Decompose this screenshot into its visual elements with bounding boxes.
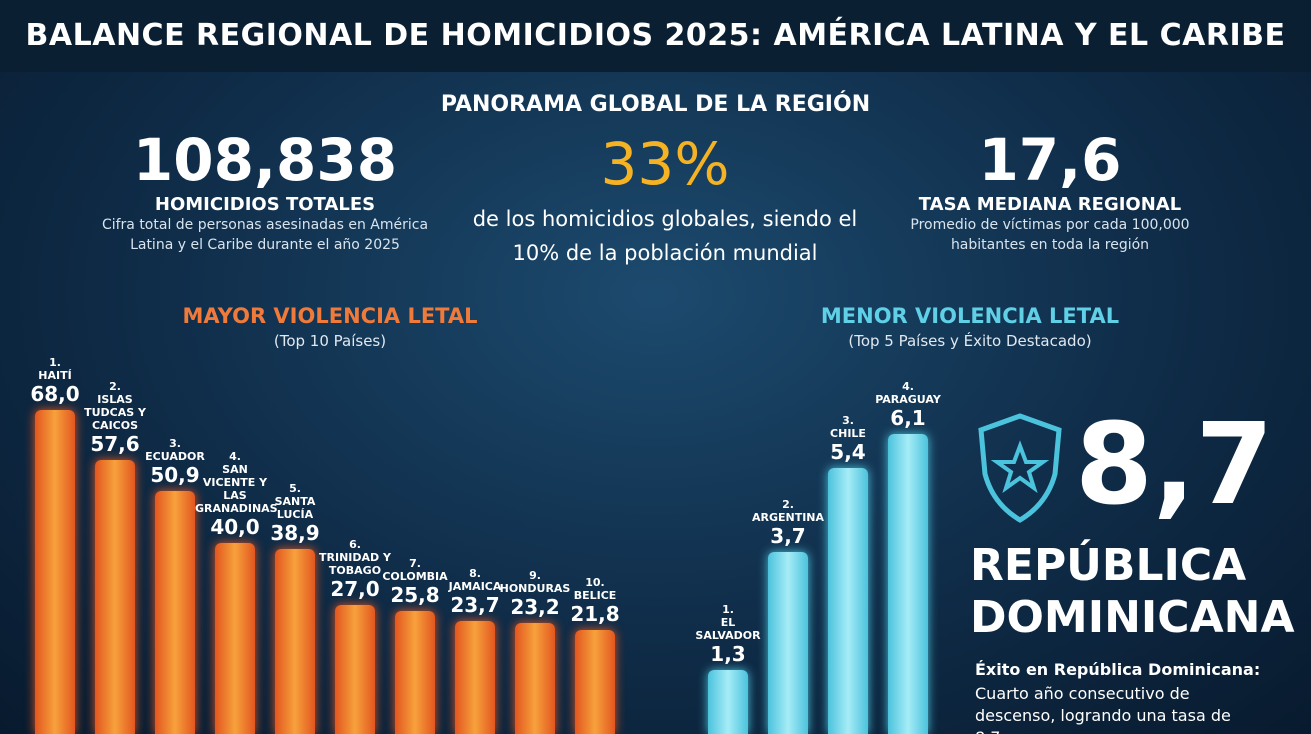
bar <box>455 621 495 734</box>
rank: 3. <box>169 437 181 451</box>
value-label: 3,7 <box>770 524 806 549</box>
category-label: PARAGUAY <box>875 393 941 406</box>
bar <box>335 605 375 734</box>
bar <box>515 623 555 734</box>
bar <box>155 491 195 734</box>
value-label: 38,9 <box>270 520 320 545</box>
bar-label: 9. HONDURAS 23,2 <box>495 569 575 619</box>
stat-value: 108,838 <box>132 126 398 194</box>
rank: 2. <box>782 498 794 512</box>
category-label: SANTA LUCÍA <box>274 494 316 521</box>
stat-label: HOMICIDIOS TOTALES <box>154 194 376 215</box>
category-label: COLOMBIA <box>382 570 448 584</box>
highlight-name: REPÚBLICA DOMINICANA <box>970 540 1295 643</box>
bar-label: 2. ISLAS TUDCAS Y CAICOS 57,6 <box>75 380 155 456</box>
category-label: ISLAS TUDCAS Y CAICOS <box>84 392 146 432</box>
bar-label: 3. CHILE 5,4 <box>808 414 888 464</box>
bar <box>215 543 255 734</box>
bar <box>708 670 748 734</box>
highlight-note: Cuarto año consecutivo de descenso, logr… <box>975 684 1231 734</box>
highlight-value: 8,7 <box>1075 400 1274 530</box>
stat-value: 17,6 <box>978 126 1122 194</box>
value-label: 27,0 <box>330 577 380 602</box>
value-label: 23,2 <box>510 595 560 620</box>
bar <box>275 548 315 734</box>
stat: 17,6 TASA MEDIANA REGIONAL Promedio de v… <box>890 128 1210 255</box>
value-label: 68,0 <box>30 382 80 406</box>
rank: 4. <box>229 450 241 464</box>
bar <box>768 552 808 734</box>
category-label: HONDURAS <box>499 582 571 596</box>
bar-label: 10. BELICE 21,8 <box>555 576 635 626</box>
category-label: TRINIDAD Y TOBAGO <box>319 551 391 578</box>
bar-label: 1. HAITÍ 68,0 <box>15 356 95 406</box>
rank: 9. <box>529 569 541 583</box>
category-label: BELICE <box>573 589 617 603</box>
value-label: 21,8 <box>570 602 620 627</box>
chart-title: MAYOR VIOLENCIA LETAL <box>182 304 478 328</box>
value-label: 50,9 <box>150 463 200 488</box>
highlight-note-title: Éxito en República Dominicana: <box>975 660 1261 679</box>
category-label: ECUADOR <box>145 450 205 464</box>
value-label: 57,6 <box>90 431 140 456</box>
bar <box>888 434 928 734</box>
rank: 1. <box>722 603 734 617</box>
bar-label: 2. ARGENTINA 3,7 <box>748 498 828 548</box>
chart-title: MENOR VIOLENCIA LETAL <box>820 304 1120 328</box>
stat: 33% de los homicidios globales, siendo e… <box>450 132 880 270</box>
bar-label: 5. SANTA LUCÍA 38,9 <box>255 482 335 545</box>
value-label: 40,0 <box>210 515 260 540</box>
bar <box>95 459 135 734</box>
bar-label: 3. ECUADOR 50,9 <box>135 437 215 487</box>
category-label: SAN VICENTE Y LAS GRANADINAS <box>195 463 278 516</box>
rank: 8. <box>469 567 481 581</box>
bar-label: 7. COLOMBIA 25,8 <box>375 557 455 607</box>
bar-label: 8. JAMAICA 23,7 <box>435 567 515 617</box>
value-label: 1,3 <box>710 642 746 667</box>
rank: 3. <box>842 414 854 428</box>
value-label: 5,4 <box>830 440 866 465</box>
category-label: JAMAICA <box>448 580 502 594</box>
category-label: HAITÍ <box>38 369 72 382</box>
stat-label: TASA MEDIANA REGIONAL <box>918 194 1182 215</box>
category-label: EL SALVADOR <box>695 616 761 643</box>
rank: 1. <box>49 356 61 369</box>
stat-value: 33% <box>600 130 730 198</box>
bar <box>575 630 615 734</box>
stat-description: Promedio de víctimas por cada 100,000 ha… <box>910 217 1190 253</box>
bar <box>35 410 75 734</box>
stat-description: Cifra total de personas asesinadas en Am… <box>101 217 429 253</box>
bar <box>395 611 435 734</box>
value-label: 6,1 <box>890 406 926 430</box>
rank: 5. <box>289 481 301 495</box>
bar <box>828 468 868 734</box>
rank: 7. <box>409 557 421 571</box>
value-label: 25,8 <box>390 583 440 608</box>
stat-description: de los homicidios globales, siendo el 10… <box>472 207 858 265</box>
category-label: ARGENTINA <box>751 511 825 525</box>
chart-subtitle: (Top 10 Países) <box>273 332 387 350</box>
overview-title: PANORAMA GLOBAL DE LA REGIÓN <box>440 92 871 117</box>
bar-label: 1. EL SALVADOR 1,3 <box>688 603 768 666</box>
rank: 4. <box>902 380 914 393</box>
rank: 2. <box>109 379 121 393</box>
rank: 10. <box>585 576 605 590</box>
stat: 108,838 HOMICIDIOS TOTALES Cifra total d… <box>90 128 440 255</box>
chart-subtitle: (Top 5 Países y Éxito Destacado) <box>848 332 1092 350</box>
category-label: CHILE <box>830 427 866 441</box>
value-label: 23,7 <box>450 593 500 618</box>
shield-icon <box>978 413 1062 523</box>
page-title: BALANCE REGIONAL DE HOMICIDIOS 2025: AMÉ… <box>0 0 1311 72</box>
bar-label: 6. TRINIDAD Y TOBAGO 27,0 <box>315 538 395 601</box>
rank: 6. <box>349 538 361 552</box>
bar-label: 4. SAN VICENTE Y LAS GRANADINAS 40,0 <box>195 450 278 540</box>
bar-label: 4. PARAGUAY 6,1 <box>868 380 948 430</box>
